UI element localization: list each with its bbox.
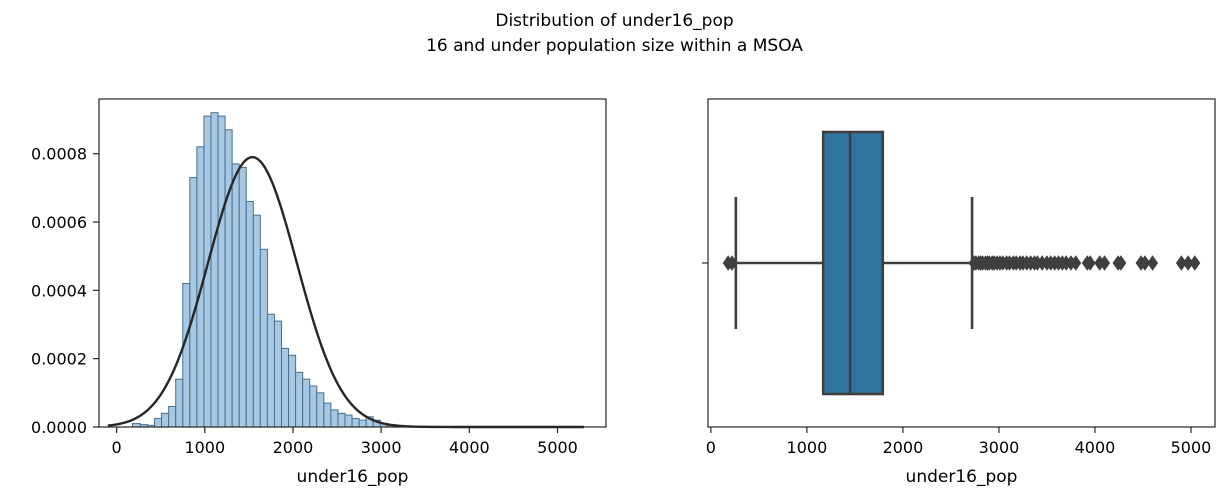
outlier-point xyxy=(1139,255,1151,271)
x-tick-label: 0 xyxy=(112,438,122,457)
histogram-bar xyxy=(161,412,170,428)
y-tick-label: 0.0004 xyxy=(31,281,87,300)
figure-title-line1: Distribution of under16_pop xyxy=(495,11,734,31)
x-tick-label: 5000 xyxy=(537,438,578,457)
histogram-bar xyxy=(224,129,233,428)
x-tick-label: 1000 xyxy=(787,438,828,457)
outlier-point xyxy=(726,255,738,271)
x-tick-label: 3000 xyxy=(361,438,402,457)
outlier-point xyxy=(1084,255,1096,271)
histogram-bar xyxy=(210,112,219,428)
histogram-bar xyxy=(217,115,226,428)
histogram-bar xyxy=(259,248,268,428)
histogram-bar xyxy=(231,163,240,428)
histogram-bar xyxy=(252,214,261,428)
boxplot-panel: 0 1000 2000 3000 4000 5000 under16_pop xyxy=(702,98,1216,487)
y-tick-label: 0.0002 xyxy=(31,350,87,369)
histogram-bar xyxy=(316,392,325,428)
x-axis-label: under16_pop xyxy=(906,467,1018,487)
x-tick-label: 0 xyxy=(706,438,716,457)
histogram-bar xyxy=(330,409,339,428)
y-tick-label: 0.0008 xyxy=(31,145,87,164)
histogram-bar xyxy=(344,414,353,428)
histogram-bar xyxy=(182,283,191,428)
x-axis-label: under16_pop xyxy=(297,467,409,487)
x-tick-label: 4000 xyxy=(449,438,490,457)
histogram-bar xyxy=(309,385,318,428)
y-tick-label: 0.0006 xyxy=(31,213,87,232)
histogram-bar xyxy=(238,166,247,428)
outlier-point xyxy=(1099,255,1111,271)
x-tick-label: 3000 xyxy=(979,438,1020,457)
histogram-bar xyxy=(266,313,275,428)
figure-title-line2: 16 and under population size within a MS… xyxy=(426,36,803,56)
histogram-panel: 0 1000 2000 3000 4000 5000 0.0000 0.0002 0.0004 0… xyxy=(31,98,607,487)
histogram-bar xyxy=(302,378,311,428)
histogram-bar xyxy=(295,371,304,428)
iqr-box xyxy=(821,130,885,396)
outlier-point xyxy=(1070,255,1082,271)
histogram-bar xyxy=(175,378,184,428)
histogram-bar xyxy=(337,412,346,428)
histogram-bar xyxy=(189,177,198,428)
outlier-point xyxy=(1147,255,1159,271)
histogram-bar xyxy=(168,406,177,428)
histogram-bar xyxy=(351,417,360,428)
histogram-bar xyxy=(288,354,297,428)
x-tick-label: 4000 xyxy=(1075,438,1116,457)
x-tick-label: 2000 xyxy=(883,438,924,457)
histogram-bar xyxy=(358,419,367,428)
histogram-bar xyxy=(245,201,254,428)
histogram-axes-frame xyxy=(98,98,607,428)
histogram-bar xyxy=(281,347,290,428)
histogram-bar xyxy=(154,417,163,428)
y-tick-label: 0.0000 xyxy=(31,418,87,437)
histogram-bar xyxy=(323,402,332,428)
outlier-point xyxy=(1189,255,1201,271)
x-tick-label: 5000 xyxy=(1171,438,1212,457)
histogram-bar xyxy=(273,320,283,428)
outlier-point xyxy=(1115,255,1127,271)
x-tick-label: 1000 xyxy=(184,438,225,457)
x-tick-label: 2000 xyxy=(273,438,314,457)
